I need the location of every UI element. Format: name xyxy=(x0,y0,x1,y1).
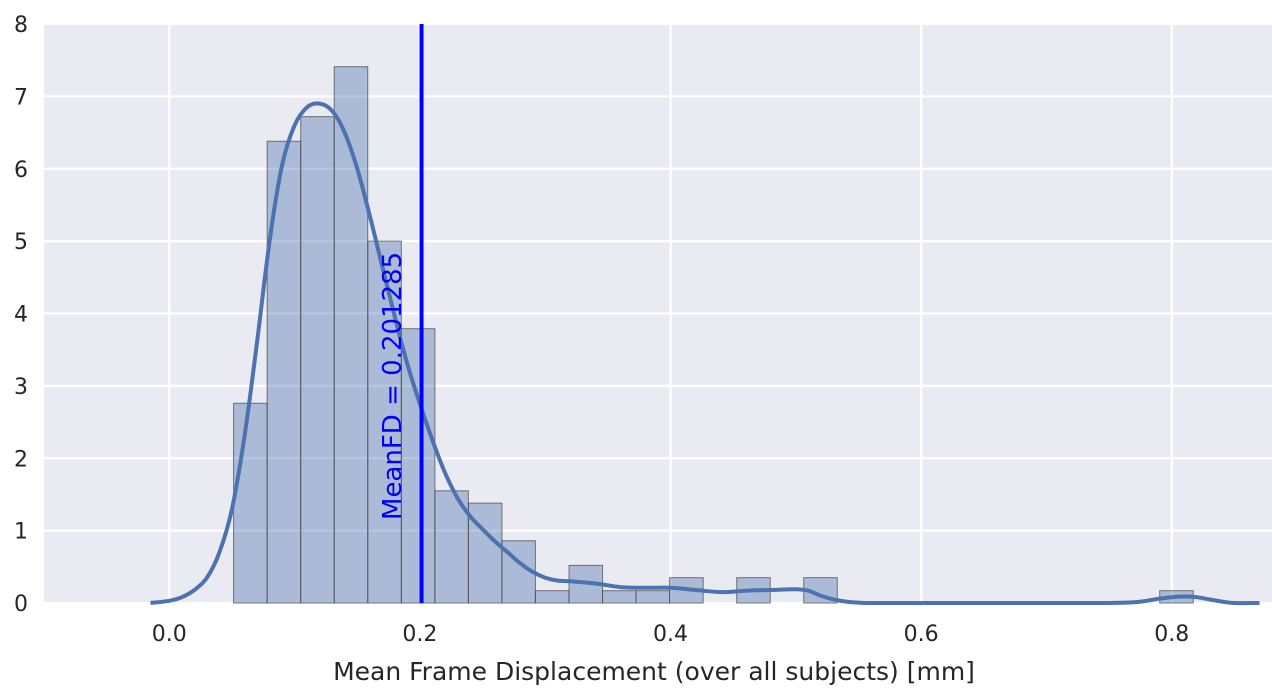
mean-fd-annotation: MeanFD = 0.201285 xyxy=(378,252,408,520)
y-tick-label: 3 xyxy=(14,375,28,400)
histogram-bar xyxy=(601,590,637,604)
y-tick-label: 2 xyxy=(14,447,28,472)
x-tick-label: 0.4 xyxy=(653,622,688,647)
histogram-bar xyxy=(400,328,436,604)
histogram-bar xyxy=(635,590,671,604)
histogram-bar xyxy=(300,116,335,604)
y-tick-label: 6 xyxy=(14,158,28,183)
y-tick-label: 4 xyxy=(14,303,28,328)
y-tick-label: 7 xyxy=(14,85,28,110)
y-tick-label: 1 xyxy=(14,520,28,545)
y-tick-label: 8 xyxy=(14,13,28,38)
annotation-layer: MeanFD = 0.201285 xyxy=(378,252,408,520)
x-tick-labels: 0.0 0.2 0.4 0.6 0.8 xyxy=(152,622,1189,647)
x-tick-label: 0.2 xyxy=(402,622,437,647)
histogram-bar xyxy=(534,590,570,604)
x-axis-title: Mean Frame Displacement (over all subjec… xyxy=(333,657,975,686)
histogram-bars xyxy=(233,66,1194,604)
x-tick-label: 0.8 xyxy=(1154,622,1189,647)
y-tick-label: 0 xyxy=(14,592,28,617)
x-tick-label: 0.0 xyxy=(152,622,187,647)
y-tick-label: 5 xyxy=(14,230,28,255)
kde-curve xyxy=(150,101,1260,606)
y-tick-labels: 0 1 2 3 4 5 6 7 8 xyxy=(14,13,28,617)
kde-curve-layer xyxy=(150,101,1260,606)
x-tick-label: 0.6 xyxy=(904,622,939,647)
grid-layer xyxy=(44,22,1272,605)
histogram-bar xyxy=(233,402,268,604)
